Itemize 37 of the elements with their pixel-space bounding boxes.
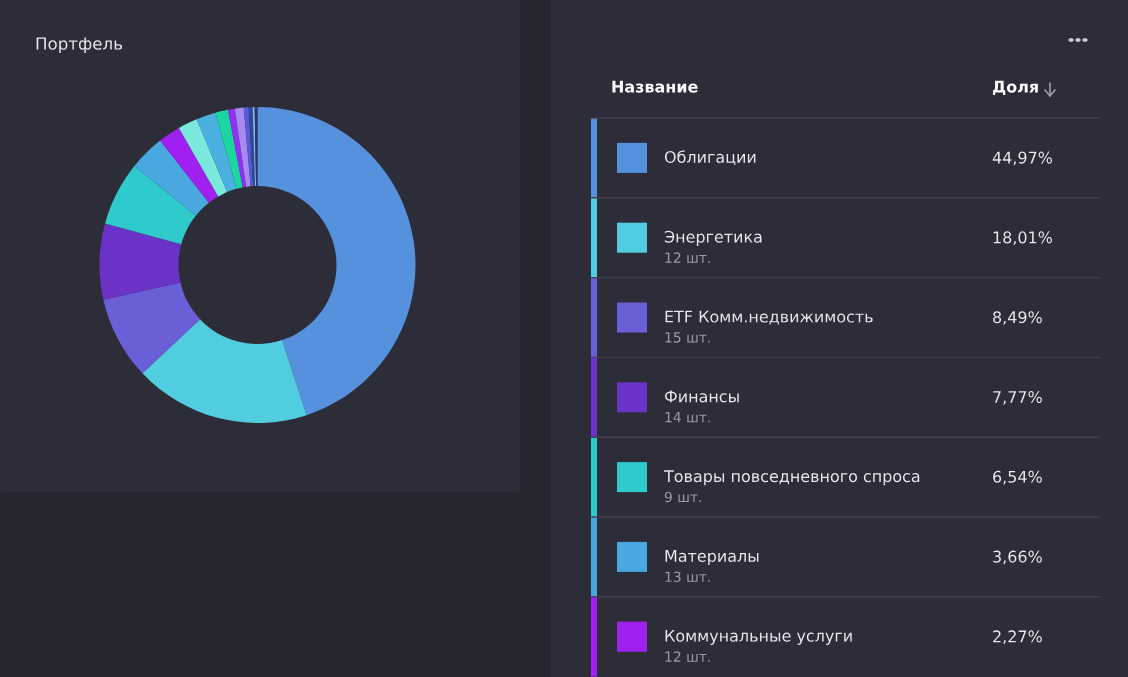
data-label: 6,54% <box>993 470 1042 485</box>
donut-slice <box>103 282 200 374</box>
data-label: 18,01% <box>993 231 1053 246</box>
donut-slice <box>160 127 219 203</box>
data-label: 3,66% <box>993 550 1042 565</box>
text: Доля <box>992 80 1038 95</box>
donut-slice <box>142 319 307 423</box>
text: 15 шт. <box>665 332 710 343</box>
chart-title: Портфель <box>36 37 123 54</box>
donut-slice <box>227 108 247 188</box>
text: Название <box>612 80 698 93</box>
legend-label: Облигации <box>664 150 756 165</box>
data-label: 2,27% <box>993 630 1042 645</box>
text: 13 шт. <box>665 571 710 583</box>
donut-slice <box>105 165 196 245</box>
donut-slice <box>134 140 209 216</box>
donut-slice <box>196 112 237 193</box>
text: 12 шт. <box>665 252 710 263</box>
donut-slice <box>243 107 254 187</box>
donut-slice <box>234 107 251 187</box>
data-label: 44,97% <box>992 151 1053 166</box>
legend-label: Товары повседневного спроса <box>663 470 920 486</box>
legend-label: Энергетика <box>664 230 762 246</box>
data-label: 7,77% <box>993 390 1042 405</box>
text: 9 шт. <box>664 491 701 503</box>
donut-slice <box>257 107 416 416</box>
donut-slice <box>99 223 182 300</box>
text: 14 шт. <box>665 412 710 423</box>
text: 12 шт. <box>665 651 710 662</box>
legend-label: Материалы <box>665 550 759 566</box>
donut-slice <box>178 119 228 197</box>
legend-label: Финансы <box>664 390 739 403</box>
data-label: 8,49% <box>993 311 1042 325</box>
legend-label: Коммунальные услуги <box>665 629 852 645</box>
legend-label: ETF Комм.недвижимость <box>665 310 873 325</box>
donut-slice <box>248 107 256 187</box>
donut-slice <box>215 109 243 189</box>
